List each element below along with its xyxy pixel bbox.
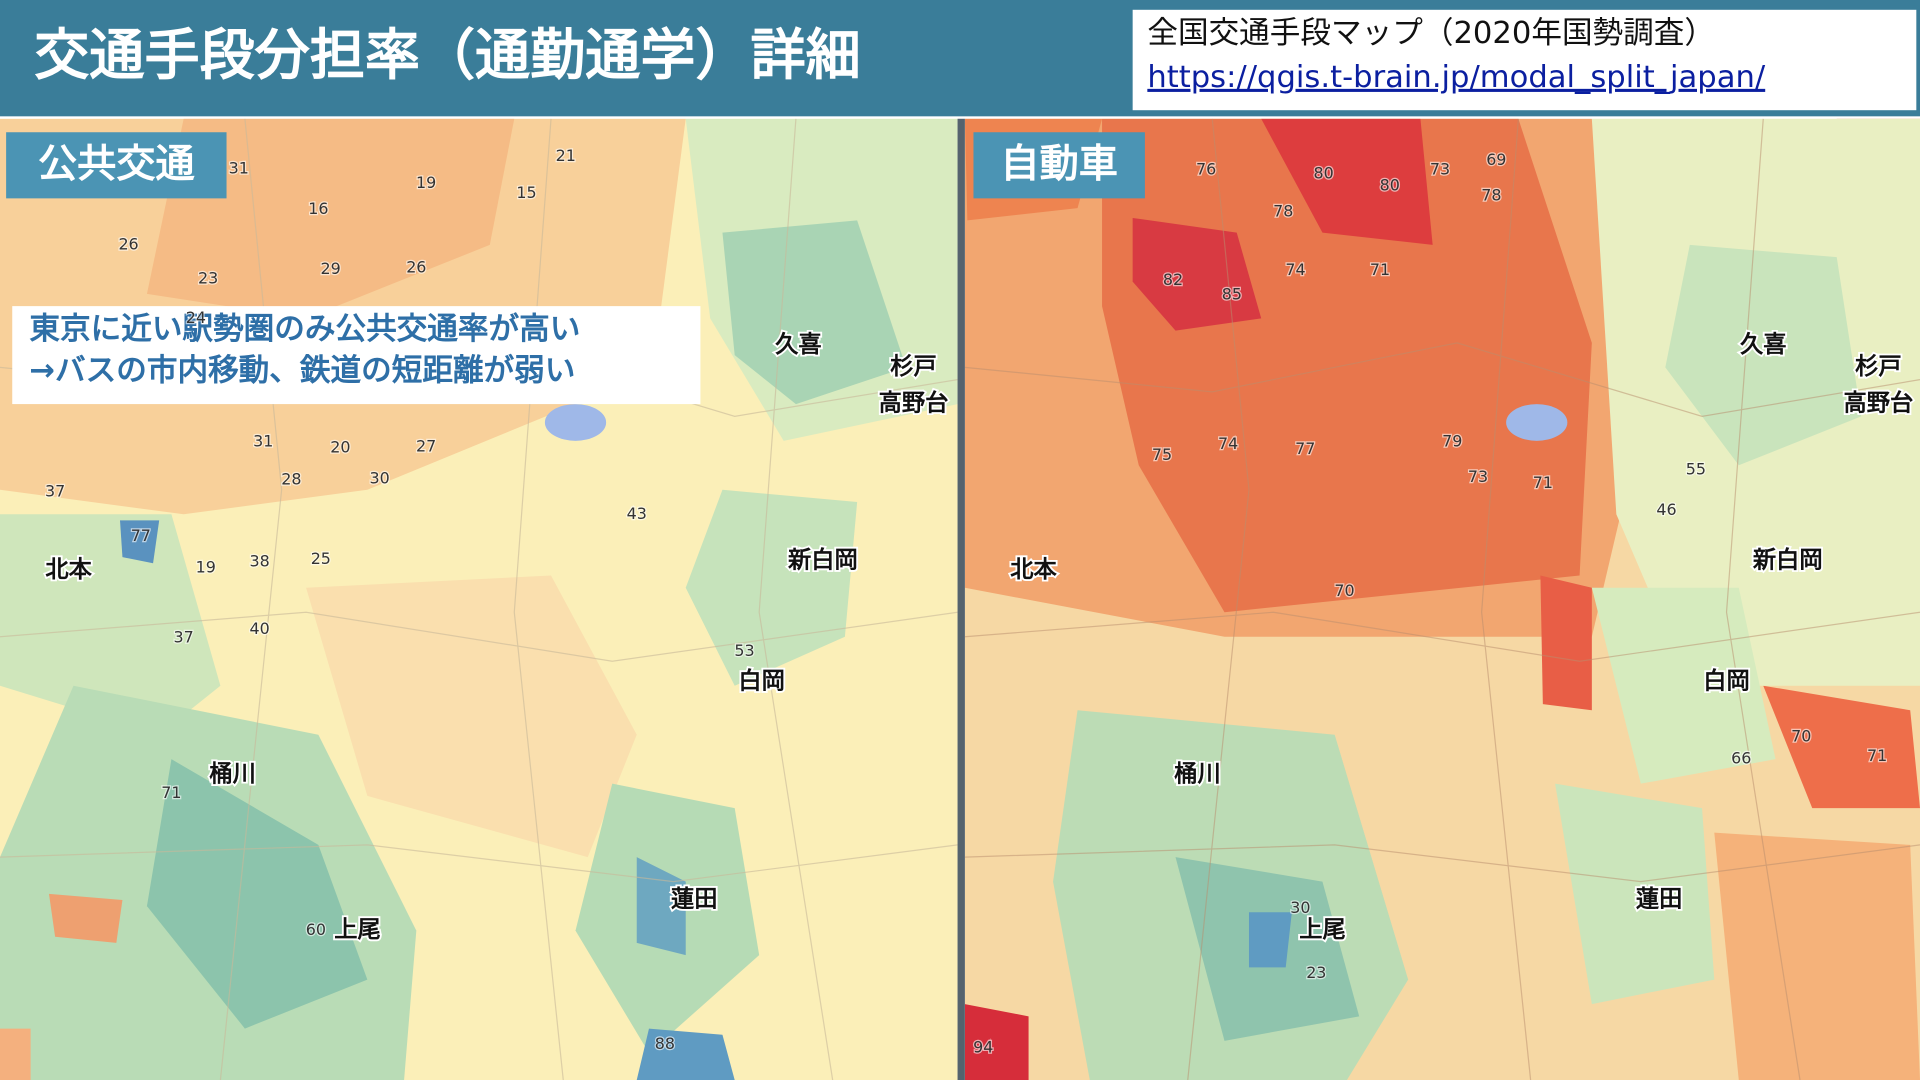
zone-value: 43: [627, 504, 647, 523]
source: 全国交通手段マップ（2020年国勢調査）: [1147, 16, 1715, 51]
panel-label: 自動車: [1000, 142, 1118, 187]
zone-value: 70: [1791, 727, 1811, 746]
zone-value: 40: [249, 619, 269, 638]
station-name: 蓮田: [1636, 886, 1683, 913]
station-name: 杉戸: [890, 353, 937, 380]
station-name: 北本: [1010, 556, 1057, 583]
zone-value: 53: [734, 641, 754, 660]
station-name: 新白岡: [1752, 546, 1823, 573]
zone-value: 31: [253, 432, 273, 451]
annotation: →バスの市内移動、鉄道の短距離が弱い: [29, 353, 575, 389]
zone-value: 19: [196, 558, 216, 577]
zone-value: 26: [406, 258, 426, 277]
zone-value: 37: [45, 482, 65, 501]
station-name: 久喜: [775, 331, 822, 358]
station-name: 上尾: [1299, 916, 1346, 943]
station-name: 桶川: [209, 761, 256, 788]
zone-value: 19: [416, 173, 436, 192]
zone-value: 60: [306, 920, 326, 939]
source-box: [1132, 9, 1917, 111]
zone-value: 31: [229, 158, 249, 177]
zone-value: 78: [1273, 201, 1293, 220]
map-public: [0, 118, 958, 1080]
zone-value: 25: [311, 549, 331, 568]
zone-value: 74: [1285, 260, 1305, 279]
zone-value: 29: [320, 259, 340, 278]
station-name: 新白岡: [787, 546, 858, 573]
zone-value: 27: [416, 436, 436, 455]
zone-value: 85: [1222, 285, 1242, 304]
station-name: 北本: [45, 556, 92, 583]
panel-label-box: [6, 132, 227, 199]
zone-value: 80: [1380, 176, 1400, 195]
station-name: 高野台: [879, 390, 949, 417]
station-name: 高野台: [1843, 390, 1913, 417]
zone-value: 80: [1314, 163, 1334, 182]
zone-value: 71: [161, 783, 181, 802]
station-name: 桶川: [1174, 761, 1221, 788]
zone-value: 94: [973, 1038, 993, 1057]
map-car: [964, 118, 1920, 1080]
station-name: 白岡: [738, 668, 785, 695]
zone-value: 76: [1196, 160, 1216, 179]
zone-value: 23: [198, 269, 218, 288]
map-labels: 31 21 19 16 15 26 23 29 26 24 31 20 27 28 30 37 77 19 38 25…: [43, 145, 1915, 1058]
station-name: 白岡: [1703, 668, 1750, 695]
zone-value: 69: [1486, 150, 1506, 169]
zone-value: 75: [1152, 445, 1172, 464]
annotation-box: [12, 306, 701, 405]
zone-value: 23: [1306, 963, 1326, 982]
zone-value: 16: [308, 199, 328, 218]
zone-value: 73: [1430, 160, 1450, 179]
zone-value: 37: [174, 627, 194, 646]
panel-label-box: [973, 132, 1145, 199]
zone-value: 88: [655, 1034, 675, 1053]
panel-label: 公共交通: [38, 142, 196, 187]
source-link[interactable]: https://qgis.t-brain.jp/modal_split_japa…: [1147, 60, 1766, 95]
zone-value: 26: [118, 234, 138, 253]
zone-value: 55: [1686, 460, 1706, 479]
title: 交通手段分担率（通勤通学）詳細: [34, 23, 860, 87]
zone-value: 38: [249, 552, 269, 571]
zone-value: 77: [131, 526, 151, 545]
station-name: 久喜: [1740, 331, 1787, 358]
zone-value: 15: [516, 183, 536, 202]
station-name: 杉戸: [1855, 353, 1902, 380]
zone-value: 74: [1218, 434, 1238, 453]
zone-value: 21: [556, 146, 576, 165]
zone-value: 71: [1370, 260, 1390, 279]
station-name: 蓮田: [671, 886, 718, 913]
zone-value: 20: [330, 438, 350, 457]
zone-value: 28: [281, 470, 301, 489]
zone-value: 71: [1867, 746, 1887, 765]
divider: [957, 118, 965, 1080]
station-name: 上尾: [334, 916, 381, 943]
zone-value: 73: [1468, 467, 1488, 486]
zone-value: 30: [1290, 898, 1310, 917]
zone-value: 82: [1163, 270, 1183, 289]
annotation: 東京に近い駅勢圏のみ公共交通率が高い: [29, 311, 580, 347]
zone-value: 71: [1533, 473, 1553, 492]
zone-value: 77: [1295, 439, 1315, 458]
zone-value: 78: [1481, 185, 1501, 204]
zone-value: 24: [186, 308, 206, 327]
zone-value: 30: [369, 468, 389, 487]
zone-value: 70: [1334, 581, 1354, 600]
zone-value: 66: [1731, 749, 1751, 768]
zone-value: 79: [1442, 432, 1462, 451]
zone-value: 46: [1656, 500, 1676, 519]
